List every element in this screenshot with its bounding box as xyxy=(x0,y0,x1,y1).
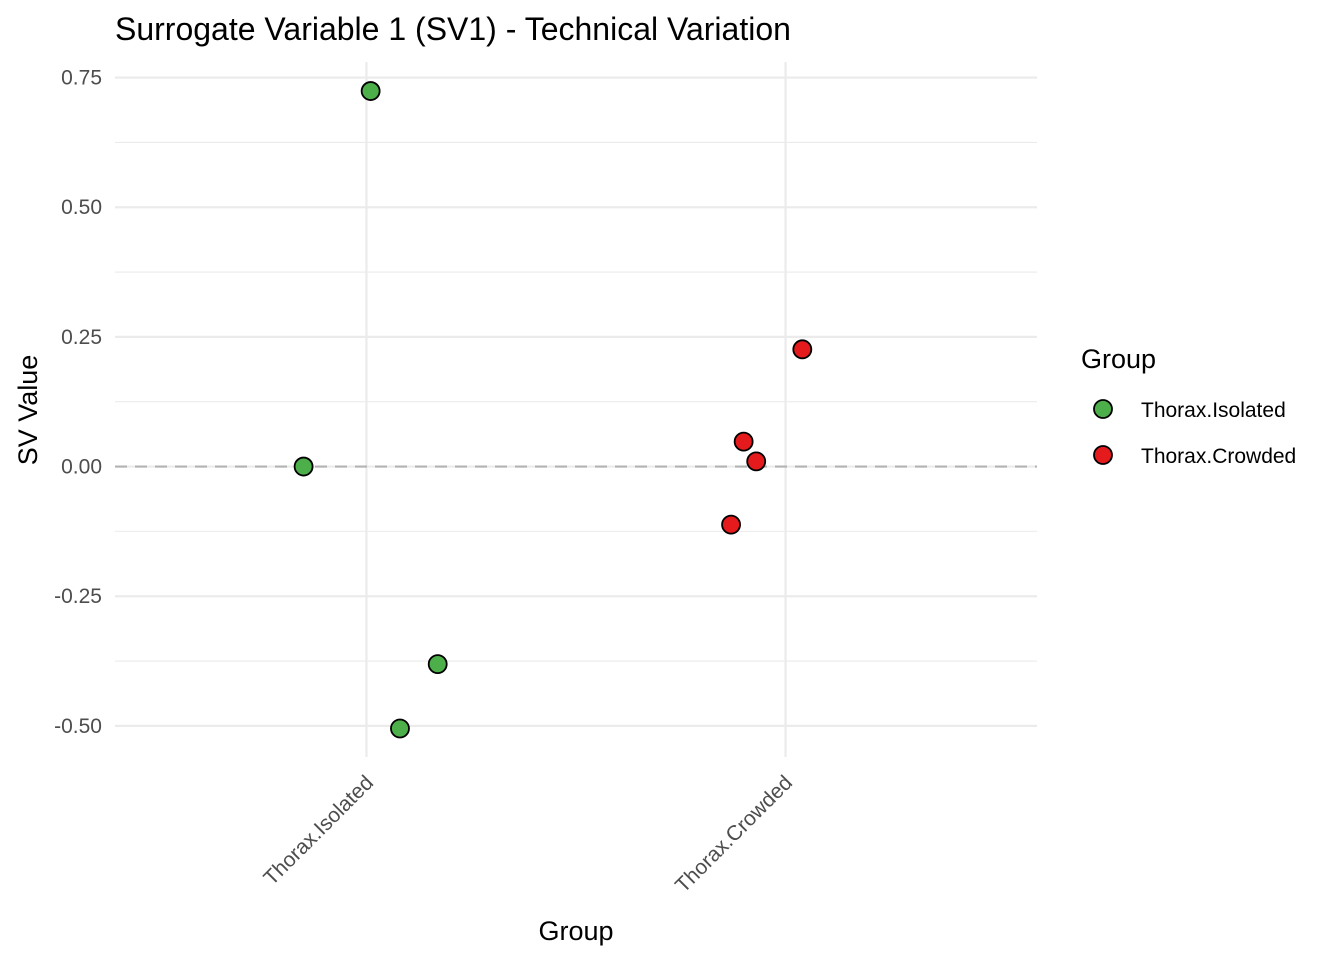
grid xyxy=(115,62,1037,757)
legend-label: Thorax.Isolated xyxy=(1141,399,1286,422)
data-point xyxy=(733,431,754,452)
data-points xyxy=(293,81,813,739)
data-point xyxy=(792,339,813,360)
x-axis-ticks: Thorax.Isolated Thorax.Crowded xyxy=(259,771,797,897)
y-tick-label: 0.00 xyxy=(61,456,102,479)
legend: Group Thorax.Isolated Thorax.Crowded xyxy=(1081,344,1296,468)
legend-key xyxy=(1093,399,1113,419)
legend-label: Thorax.Crowded xyxy=(1141,445,1296,468)
y-axis-title: SV Value xyxy=(13,355,43,466)
legend-key xyxy=(1093,445,1113,465)
y-tick-label: -0.50 xyxy=(54,715,102,738)
x-axis-title: Group xyxy=(538,916,613,946)
x-tick-label: Thorax.Isolated xyxy=(259,771,378,890)
y-tick-label: 0.25 xyxy=(61,326,102,349)
y-tick-label: -0.25 xyxy=(54,585,102,608)
data-point xyxy=(746,451,767,472)
legend-title: Group xyxy=(1081,344,1156,374)
data-point xyxy=(293,456,314,477)
x-tick-label: Thorax.Crowded xyxy=(671,771,797,897)
plot-panel xyxy=(115,62,1037,757)
data-point xyxy=(427,654,448,675)
data-point xyxy=(721,514,741,535)
y-axis-ticks: -0.50 -0.25 0.00 0.25 0.50 0.75 xyxy=(54,67,102,738)
chart-title: Surrogate Variable 1 (SV1) - Technical V… xyxy=(115,11,791,47)
y-tick-label: 0.75 xyxy=(61,67,102,90)
data-point xyxy=(390,718,410,739)
y-tick-label: 0.50 xyxy=(61,196,102,219)
data-point xyxy=(360,81,381,101)
